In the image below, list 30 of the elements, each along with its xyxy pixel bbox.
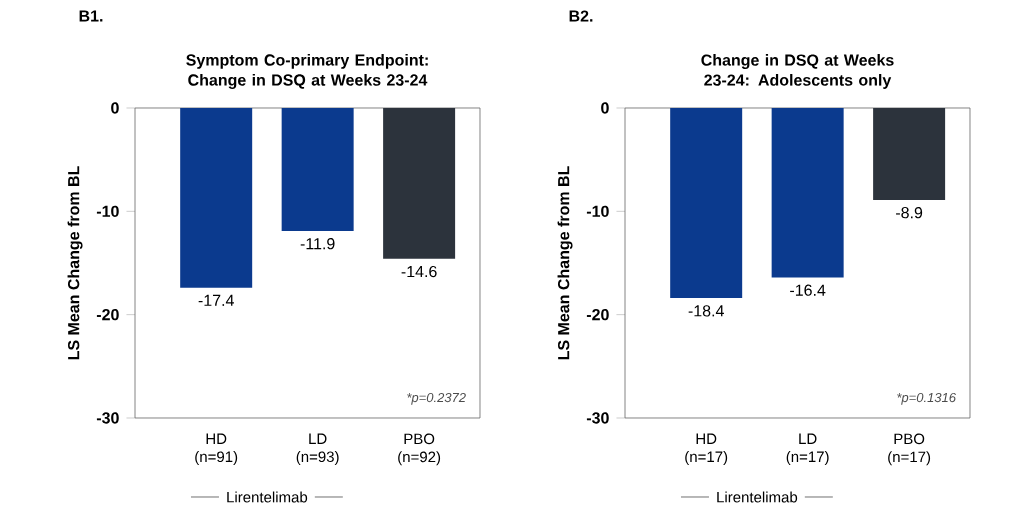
x-tick-label: LD (n=17) [786, 433, 829, 466]
text: Lirentelimab [717, 491, 798, 503]
data-label: -17.4 [198, 294, 234, 306]
y-tick-label: -30 [586, 412, 609, 424]
x-tick-label: HD (n=91) [195, 433, 238, 466]
y-tick-label: -20 [96, 309, 119, 321]
x-tick-label: PBO (n=92) [398, 433, 441, 466]
y-tick-label: -30 [96, 412, 119, 424]
x-tick-label: LD (n=93) [296, 433, 339, 466]
data-label: -16.4 [790, 284, 826, 296]
text: B1. [79, 10, 103, 22]
y-tick-label: -20 [586, 309, 609, 321]
y-axis-title: LS Mean Change from BL [67, 166, 83, 360]
x-tick-label: HD (n=17) [685, 433, 728, 466]
annotation: *p=0.2372 [407, 392, 466, 405]
chart-title: Change in DSQ at Weeks 23-24: Adolescents only [701, 54, 894, 89]
data-label: -8.9 [896, 207, 923, 219]
y-tick-label: -10 [586, 205, 609, 217]
data-label: -11.9 [300, 238, 335, 250]
data-label: -14.6 [401, 265, 437, 278]
annotation: *p=0.1316 [897, 392, 956, 405]
x-tick-label: PBO (n=17) [888, 433, 931, 466]
y-tick-label: 0 [601, 102, 609, 114]
y-axis-title: LS Mean Change from BL [557, 166, 573, 360]
chart-title: Symptom Co-primary Endpoint: Change in DSQ at Weeks 23-24 [186, 53, 428, 89]
y-tick-label: 0 [111, 102, 119, 114]
text: B2. [569, 10, 593, 22]
text: Lirentelimab [227, 491, 308, 503]
y-tick-label: -10 [96, 205, 119, 217]
data-label: -18.4 [688, 305, 724, 317]
